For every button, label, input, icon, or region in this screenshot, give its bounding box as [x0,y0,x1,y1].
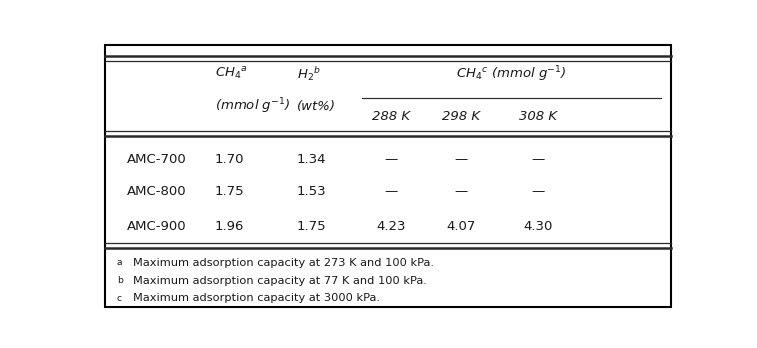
Text: 1.75: 1.75 [297,220,327,233]
Text: b: b [117,276,123,285]
Text: AMC-700: AMC-700 [127,153,187,166]
Text: 288 K: 288 K [372,110,410,123]
Text: Maximum adsorption capacity at 77 K and 100 kPa.: Maximum adsorption capacity at 77 K and … [132,276,427,286]
Text: 1.34: 1.34 [297,153,326,166]
Text: 1.75: 1.75 [215,185,245,198]
Text: —: — [385,185,397,198]
Text: (wt%): (wt%) [297,100,336,112]
Text: 298 K: 298 K [442,110,481,123]
FancyBboxPatch shape [105,45,671,307]
Text: —: — [385,153,397,166]
Text: 1.96: 1.96 [215,220,245,233]
Text: Maximum adsorption capacity at 3000 kPa.: Maximum adsorption capacity at 3000 kPa. [132,293,380,303]
Text: 4.30: 4.30 [523,220,553,233]
Text: c: c [117,294,122,303]
Text: 1.53: 1.53 [297,185,327,198]
Text: a: a [117,258,123,267]
Text: AMC-900: AMC-900 [127,220,186,233]
Text: H$_2$$^b$: H$_2$$^b$ [297,65,321,83]
Text: —: — [455,153,468,166]
Text: AMC-800: AMC-800 [127,185,186,198]
Text: —: — [531,185,544,198]
Text: (mmol g$^{-1}$): (mmol g$^{-1}$) [215,96,290,116]
Text: CH$_4$$^a$: CH$_4$$^a$ [215,66,248,82]
Text: —: — [531,153,544,166]
Text: 4.07: 4.07 [447,220,476,233]
Text: Maximum adsorption capacity at 273 K and 100 kPa.: Maximum adsorption capacity at 273 K and… [132,258,434,268]
Text: 308 K: 308 K [519,110,556,123]
Text: 4.23: 4.23 [376,220,406,233]
Text: 1.70: 1.70 [215,153,245,166]
Text: —: — [455,185,468,198]
Text: CH$_4$$^c$ (mmol g$^{-1}$): CH$_4$$^c$ (mmol g$^{-1}$) [456,64,566,84]
